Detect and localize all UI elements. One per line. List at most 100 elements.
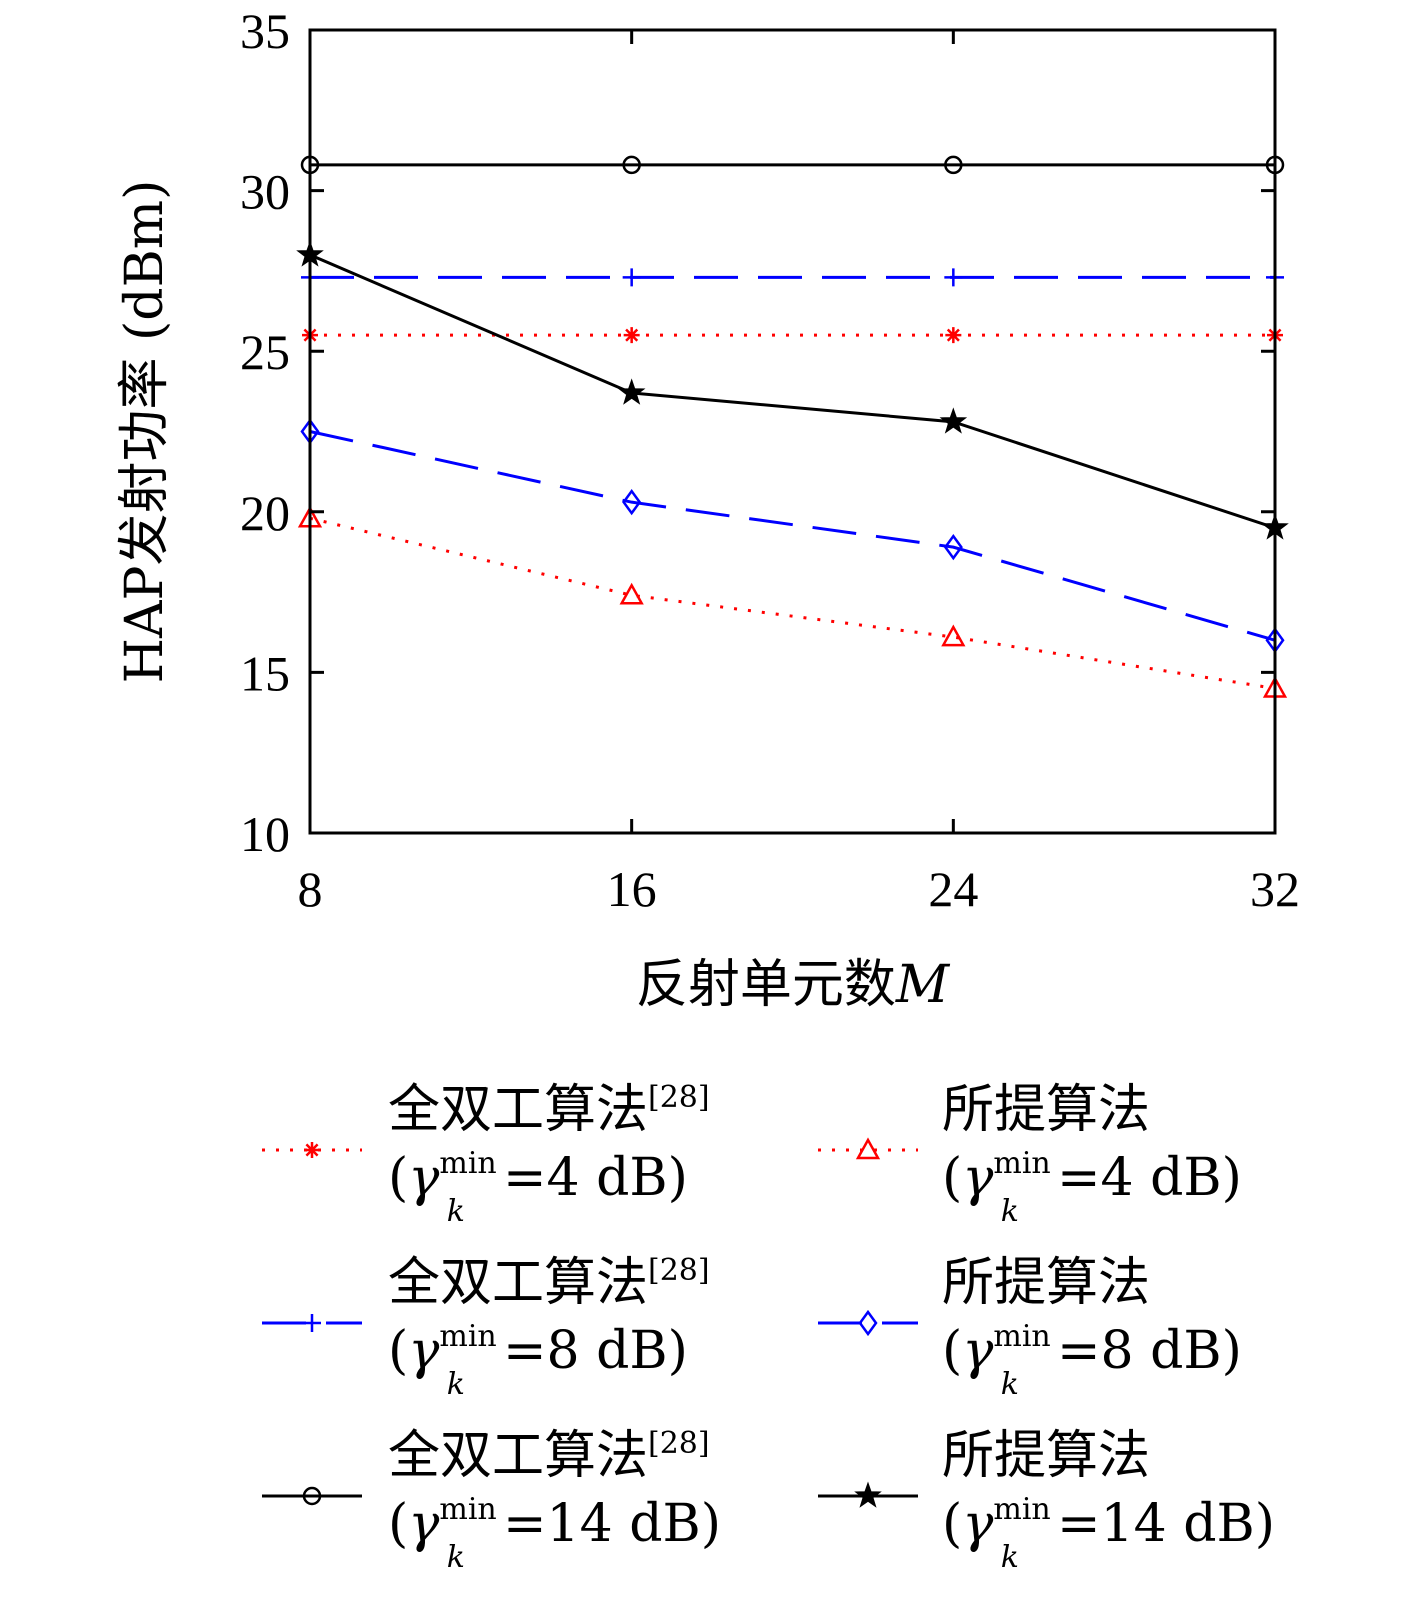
series-1-point-2	[623, 327, 640, 344]
legend-entry-6: 所提算法 (γmin k =14 dB)	[818, 1426, 1275, 1575]
legend: 全双工算法[28](γmin k=4 dB)全双工算法[28](γmin k=8 d…	[262, 1080, 1275, 1575]
legend-marker-4	[855, 1137, 881, 1160]
legend-label-line2-6: (γmin k =14 dB)	[942, 1492, 1275, 1575]
x-tick-label-3: 24	[928, 861, 978, 917]
legend-value-6: =14 dB	[1057, 1494, 1255, 1554]
legend-paren-open-6: (	[942, 1494, 962, 1554]
legend-sub-3: k	[447, 1540, 465, 1575]
legend-paren-open-1: (	[388, 1148, 408, 1208]
legend-label-line2-4: (γmin k =4 dB)	[942, 1146, 1242, 1229]
x-axis-title-text: 反射单元数	[636, 955, 896, 1015]
legend-paren-open-5: (	[942, 1321, 962, 1381]
legend-gamma-3: γ	[408, 1494, 440, 1554]
series-2-point-2	[622, 268, 641, 287]
legend-paren-close-2: )	[668, 1321, 688, 1381]
legend-sup-4: min	[993, 1146, 1050, 1181]
legend-sub-2: k	[447, 1367, 465, 1402]
legend-sub-1: k	[447, 1194, 465, 1229]
legend-gamma-4: γ	[962, 1148, 994, 1208]
legend-marker-3	[302, 1486, 322, 1506]
legend-sup-2: min	[439, 1319, 496, 1354]
axes: 10 15 20 25 30 35 8 16 24 32 HAP发射功率 (dBm) 反射单元数M	[115, 3, 1300, 1015]
legend-label-line1-3: 全双工算法[28]	[388, 1426, 710, 1486]
legend-label-line1-2: 全双工算法[28]	[388, 1253, 710, 1313]
legend-paren-close-6: )	[1255, 1494, 1275, 1554]
y-tick-label-6: 35	[240, 3, 290, 59]
legend-label-main-3: 全双工算法	[388, 1426, 648, 1486]
series-5-point-3	[943, 534, 963, 561]
legend-gamma-1: γ	[408, 1148, 440, 1208]
legend-sub-5: k	[1001, 1367, 1019, 1402]
legend-label-line1-6: 所提算法	[942, 1426, 1150, 1486]
legend-marker-6	[854, 1481, 882, 1508]
series-5-point-2	[622, 489, 642, 516]
legend-value-3: =14 dB	[503, 1494, 701, 1554]
y-tick-label-4: 25	[240, 324, 290, 380]
y-tick-label-2: 15	[240, 645, 290, 701]
x-tick-label-1: 8	[298, 861, 323, 917]
y-axis-title: HAP发射功率 (dBm)	[115, 180, 175, 684]
legend-entry-5: 所提算法 (γmin k =8 dB)	[818, 1253, 1242, 1402]
series-line-4	[309, 516, 1276, 690]
legend-sup-5: min	[993, 1319, 1050, 1354]
legend-label-line2-5: (γmin k =8 dB)	[942, 1319, 1242, 1402]
plot-area	[296, 155, 1289, 698]
legend-paren-close-4: )	[1222, 1148, 1242, 1208]
legend-entry-4: 所提算法 (γmin k =4 dB)	[818, 1080, 1242, 1229]
legend-label-ref-3: [28]	[648, 1426, 710, 1461]
legend-sup-3: min	[439, 1492, 496, 1527]
y-tick-label-5: 30	[240, 164, 290, 220]
series-6-point-2	[617, 378, 646, 405]
legend-label-main-2: 全双工算法	[388, 1253, 648, 1313]
series-6-point-3	[939, 407, 968, 434]
legend-label-main-4: 所提算法	[942, 1080, 1150, 1140]
legend-label-main-5: 所提算法	[942, 1253, 1150, 1313]
legend-value-2: =8 dB	[503, 1321, 668, 1381]
legend-paren-open-4: (	[942, 1148, 962, 1208]
legend-label-ref-1: [28]	[648, 1080, 710, 1115]
legend-value-5: =8 dB	[1057, 1321, 1222, 1381]
series-1-point-3	[945, 327, 962, 344]
legend-gamma-2: γ	[408, 1321, 440, 1381]
legend-entry-1: 全双工算法[28] (γmin k =4 dB)	[262, 1080, 710, 1229]
legend-paren-close-3: )	[701, 1494, 721, 1554]
legend-paren-close-1: )	[668, 1148, 688, 1208]
legend-label-main-1: 全双工算法	[388, 1080, 648, 1140]
legend-value-1: =4 dB	[503, 1148, 668, 1208]
legend-label-main-6: 所提算法	[942, 1426, 1150, 1486]
series-3-point-2	[622, 155, 641, 175]
x-tick-label-2: 16	[607, 861, 657, 917]
plot-frame	[308, 28, 1277, 835]
y-tick-label-3: 20	[240, 485, 290, 541]
legend-value-4: =4 dB	[1057, 1148, 1222, 1208]
legend-label-ref-2: [28]	[648, 1253, 710, 1288]
legend-paren-close-5: )	[1222, 1321, 1242, 1381]
legend-label-line2-1: (γmin k =4 dB)	[388, 1146, 688, 1229]
legend-sub-6: k	[1001, 1540, 1019, 1575]
legend-label-line2-2: (γmin k =8 dB)	[388, 1319, 688, 1402]
series-3-point-3	[944, 155, 963, 175]
x-axis-title-variable: M	[895, 955, 951, 1015]
series-2-point-3	[944, 268, 963, 287]
legend-marker-1	[304, 1142, 320, 1158]
legend-sub-4: k	[1001, 1194, 1019, 1229]
legend-label-line2-3: (γmin k =14 dB)	[388, 1492, 721, 1575]
legend-gamma-5: γ	[962, 1321, 994, 1381]
legend-label-line1-5: 所提算法	[942, 1253, 1150, 1313]
legend-paren-open-3: (	[388, 1494, 408, 1554]
legend-entry-3: 全双工算法[28] (γmin k =14 dB)	[262, 1426, 721, 1575]
series-4-point-3	[941, 624, 966, 647]
series-line-6	[309, 253, 1276, 530]
series-4-point-2	[619, 582, 644, 605]
series-line-5	[309, 430, 1276, 642]
legend-marker-5	[858, 1309, 878, 1337]
legend-sup-6: min	[993, 1492, 1050, 1527]
y-tick-label-1: 10	[240, 806, 290, 862]
legend-sup-1: min	[439, 1146, 496, 1181]
legend-paren-open-2: (	[388, 1321, 408, 1381]
legend-marker-2	[303, 1314, 321, 1332]
x-tick-label-4: 32	[1250, 861, 1300, 917]
legend-label-line1-4: 所提算法	[942, 1080, 1150, 1140]
x-axis-title: 反射单元数M	[636, 955, 951, 1015]
